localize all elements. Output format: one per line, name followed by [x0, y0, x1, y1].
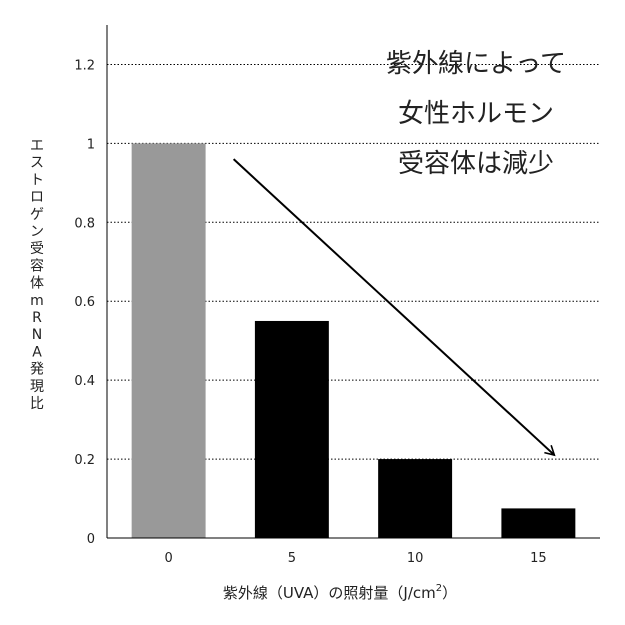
y-tick-labels: 0 0.2 0.4 0.6 0.8 1 1.2 [74, 58, 95, 547]
trend-arrow [232, 158, 556, 457]
gridlines [107, 63, 600, 460]
x-axis-label: 紫外線（UVA）の照射量（J/cm2） [223, 583, 457, 602]
x-tick-label: 15 [530, 551, 547, 566]
y-axis-label-char: N [32, 327, 42, 343]
y-axis-label-char: 体 [30, 276, 44, 292]
y-axis-label-char: ン [30, 224, 44, 240]
y-tick-label: 1 [87, 137, 95, 152]
y-axis-label-char: ス [30, 155, 44, 171]
y-tick-label: 0.2 [74, 453, 95, 468]
y-tick-label: 0.6 [74, 295, 95, 310]
y-axis-label-char: ト [30, 172, 44, 188]
y-tick-label: 0.4 [74, 374, 95, 389]
bars [131, 143, 576, 538]
bar-0 [131, 143, 206, 538]
y-axis-label-char: エ [30, 138, 44, 154]
bar-5 [254, 320, 329, 538]
y-axis-label-char: 容 [30, 257, 44, 274]
x-tick-labels: 0 5 10 15 [164, 551, 546, 566]
bar-10 [378, 459, 453, 538]
annotation: 紫外線によって 女性ホルモン 受容体は減少 [386, 49, 566, 179]
y-axis-label-char: ゲ [30, 207, 44, 223]
y-axis-label-char: 現 [30, 379, 44, 395]
y-axis-label-char: 比 [30, 396, 44, 412]
x-tick-label: 5 [288, 551, 296, 566]
y-axis-label-char: m [30, 293, 44, 309]
annotation-line-2: 女性ホルモン [398, 99, 554, 129]
y-axis-label-char: ロ [30, 190, 44, 206]
y-axis-label-char: A [32, 344, 42, 360]
y-tick-label: 0.8 [74, 216, 95, 231]
y-tick-label: 1.2 [74, 58, 95, 73]
y-axis-label-char: 発 [30, 362, 44, 378]
x-tick-label: 10 [407, 551, 424, 566]
y-axis-label-char: R [32, 310, 42, 326]
y-tick-label: 0 [87, 532, 95, 547]
annotation-line-1: 紫外線によって [386, 49, 566, 79]
annotation-line-3: 受容体は減少 [398, 149, 554, 179]
y-axis-label-char: 受 [30, 241, 44, 257]
bar-15 [501, 508, 576, 538]
x-tick-label: 0 [164, 551, 172, 566]
